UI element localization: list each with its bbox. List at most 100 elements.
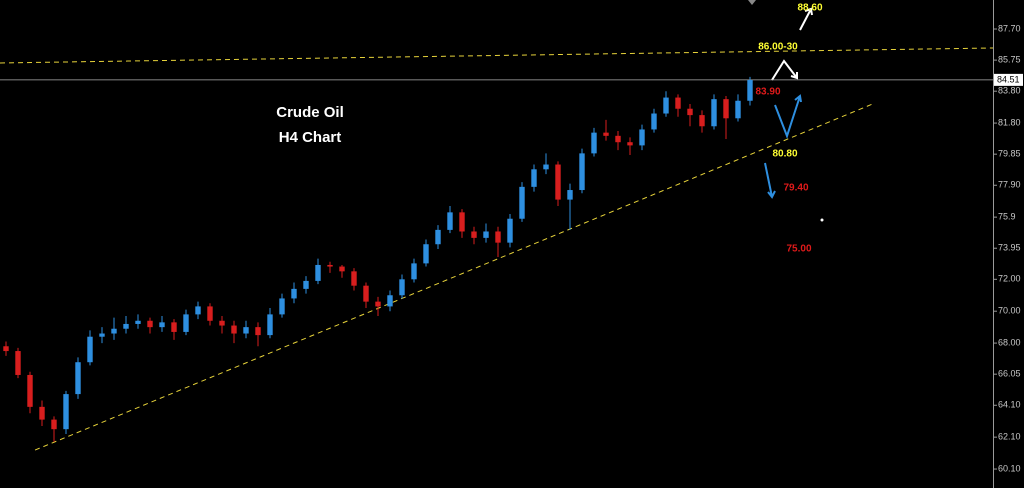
candle-body bbox=[663, 97, 669, 114]
candle-body bbox=[567, 190, 573, 200]
candle-body bbox=[699, 115, 705, 127]
candle-body bbox=[363, 285, 369, 302]
candle-body bbox=[303, 280, 309, 289]
candle-body bbox=[399, 279, 405, 296]
candle-body bbox=[483, 231, 489, 238]
candle-body bbox=[747, 80, 753, 101]
candle-body bbox=[27, 374, 33, 407]
candle-body bbox=[279, 298, 285, 315]
annotation: 75.00 bbox=[786, 244, 811, 255]
candle-body bbox=[579, 153, 585, 191]
trend-line bbox=[0, 47, 994, 64]
chart-title: Crude Oil bbox=[276, 104, 344, 121]
candle-body bbox=[531, 169, 537, 187]
annotation: 88.60 bbox=[797, 3, 822, 14]
candle-body bbox=[435, 229, 441, 245]
arrows bbox=[764, 7, 813, 199]
candle-body bbox=[267, 314, 273, 336]
candle-body bbox=[255, 327, 261, 336]
candle-body bbox=[159, 322, 165, 328]
candle-body bbox=[687, 108, 693, 116]
candle-body bbox=[291, 288, 297, 299]
arrow bbox=[764, 162, 776, 199]
candle-body bbox=[495, 231, 501, 243]
candle-body bbox=[339, 266, 345, 272]
last-price-box bbox=[994, 73, 1023, 86]
y-tick-label: 85.75 bbox=[998, 54, 1021, 64]
candle-body bbox=[639, 129, 645, 146]
candle-body bbox=[99, 333, 105, 337]
candle-body bbox=[171, 322, 177, 332]
candle-body bbox=[627, 142, 633, 146]
candle-body bbox=[147, 320, 153, 328]
last-price-label: 84.51 bbox=[997, 75, 1020, 85]
y-tick-label: 83.80 bbox=[998, 86, 1021, 96]
candle-body bbox=[651, 113, 657, 130]
candle-body bbox=[123, 323, 129, 329]
candle-body bbox=[183, 314, 189, 332]
candle-body bbox=[135, 320, 141, 324]
y-tick-label: 70.00 bbox=[998, 306, 1021, 316]
candle-body bbox=[543, 164, 549, 170]
candle-body bbox=[15, 351, 21, 375]
candle-body bbox=[603, 132, 609, 136]
candle-body bbox=[447, 212, 453, 230]
candle-body bbox=[591, 132, 597, 154]
annotation: 79.40 bbox=[783, 183, 808, 194]
y-tick-label: 66.05 bbox=[998, 369, 1021, 379]
y-tick-label: 60.10 bbox=[998, 463, 1021, 473]
candle-body bbox=[411, 263, 417, 280]
chart-subtitle: H4 Chart bbox=[279, 129, 342, 146]
candle-body bbox=[519, 186, 525, 219]
y-tick-label: 79.85 bbox=[998, 149, 1021, 159]
candle-body bbox=[711, 99, 717, 127]
candle-body bbox=[375, 301, 381, 307]
arrow bbox=[799, 7, 813, 31]
candle-body bbox=[327, 264, 333, 267]
candle-body bbox=[207, 306, 213, 321]
candle-body bbox=[555, 164, 561, 200]
candle-body bbox=[63, 394, 69, 430]
candle-body bbox=[3, 346, 9, 352]
y-tick-label: 72.00 bbox=[998, 274, 1021, 284]
candle-body bbox=[51, 419, 57, 430]
candle-body bbox=[423, 244, 429, 264]
annotation: 86.00-30 bbox=[758, 42, 798, 53]
candle-body bbox=[459, 212, 465, 232]
candle-body bbox=[39, 406, 45, 420]
candle-body bbox=[231, 325, 237, 334]
y-tick-label: 87.70 bbox=[998, 23, 1021, 33]
annotation: 83.90 bbox=[755, 87, 780, 98]
candle-body bbox=[87, 336, 93, 363]
candle-body bbox=[615, 135, 621, 143]
annotation: 80.80 bbox=[772, 149, 797, 160]
y-tick-label: 77.90 bbox=[998, 180, 1021, 190]
y-tick-label: 62.10 bbox=[998, 432, 1021, 442]
candle-body bbox=[675, 97, 681, 109]
candle-body bbox=[315, 264, 321, 281]
candle-body bbox=[507, 218, 513, 243]
candle-body bbox=[75, 362, 81, 395]
y-tick-label: 75.9 bbox=[998, 212, 1016, 222]
candle-body bbox=[351, 271, 357, 286]
candle-body bbox=[243, 327, 249, 334]
trend-line bbox=[34, 102, 876, 451]
candle-body bbox=[219, 320, 225, 326]
y-tick-label: 73.95 bbox=[998, 243, 1021, 253]
candle-body bbox=[471, 231, 477, 238]
y-tick-label: 64.10 bbox=[998, 400, 1021, 410]
arrow bbox=[771, 59, 798, 81]
candle-body bbox=[387, 295, 393, 307]
y-tick-label: 81.80 bbox=[998, 117, 1021, 127]
candle-body bbox=[723, 99, 729, 119]
y-tick-label: 68.00 bbox=[998, 337, 1021, 347]
candle-body bbox=[735, 100, 741, 119]
candle-body bbox=[195, 306, 201, 315]
arrow bbox=[774, 94, 802, 139]
scroll-marker bbox=[748, 0, 756, 5]
candle-body bbox=[111, 328, 117, 334]
marker-dot bbox=[820, 218, 824, 222]
